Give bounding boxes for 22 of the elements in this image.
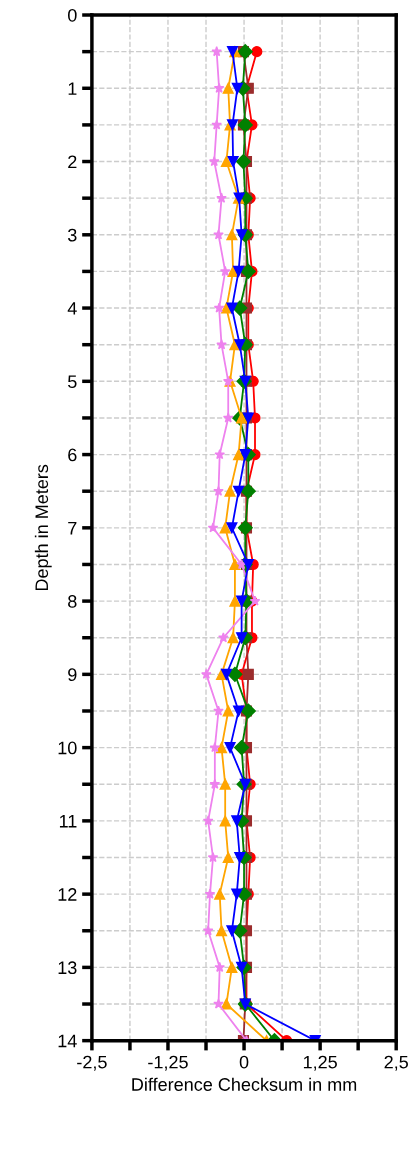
y-tick-label: 13 <box>58 961 77 975</box>
y-axis-title: Depth in Meters <box>34 464 52 591</box>
y-tick-label: 8 <box>68 595 77 608</box>
x-axis-title: Difference Checksum in mm <box>132 1077 357 1091</box>
x-tick-label: -2,5 <box>77 1055 107 1071</box>
y-tick-label: 12 <box>58 888 77 901</box>
y-tick-label: 11 <box>59 815 77 828</box>
x-tick-label: -1,25 <box>148 1055 188 1071</box>
y-tick-label: 1 <box>68 82 77 95</box>
y-tick-label: 2 <box>68 155 77 169</box>
x-tick-label: 0 <box>239 1055 249 1069</box>
y-tick-label: 6 <box>68 448 77 462</box>
y-tick-label: 5 <box>68 375 77 389</box>
y-tick-label: 4 <box>67 302 77 315</box>
y-tick-label: 7 <box>68 521 77 535</box>
y-tick-label: 3 <box>67 228 77 242</box>
y-tick-label: 0 <box>67 8 77 22</box>
y-tick-label: 10 <box>58 741 77 755</box>
x-tick-label: 2,5 <box>384 1055 408 1071</box>
y-tick-label: 9 <box>68 668 77 682</box>
x-tick-label: 1,25 <box>303 1055 337 1071</box>
y-tick-label: 14 <box>58 1034 77 1048</box>
